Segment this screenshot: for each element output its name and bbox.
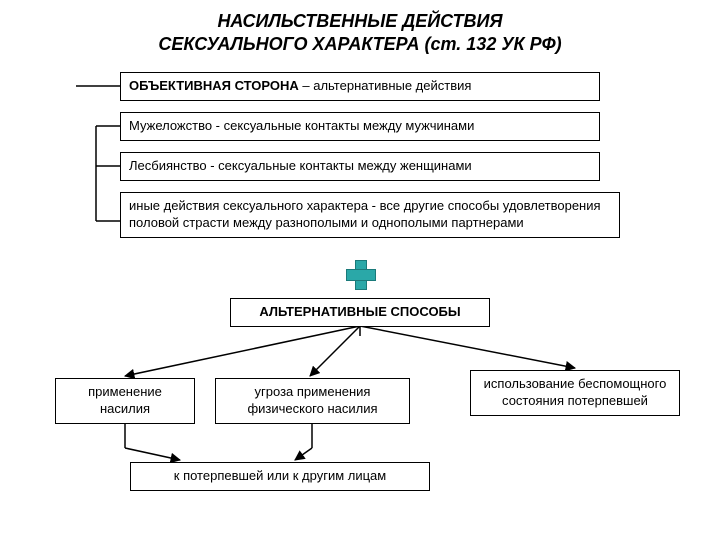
item1-text: Мужеложство - сексуальные контакты между… [129,118,474,133]
alt2-text: угроза применения физического насилия [247,384,377,416]
alt3-text: использование беспомощного состояния пот… [484,376,667,408]
item2-text: Лесбиянство - сексуальные контакты между… [129,158,472,173]
bottom-box: к потерпевшей или к другим лицам [130,462,430,491]
plus-icon [346,260,374,288]
bottom-text: к потерпевшей или к другим лицам [174,468,386,483]
alt-title-text: АЛЬТЕРНАТИВНЫЕ СПОСОБЫ [259,304,460,319]
objective-side-header: ОБЪЕКТИВНАЯ СТОРОНА – альтернативные дей… [120,72,600,101]
list-item-1: Мужеложство - сексуальные контакты между… [120,112,600,141]
alt-box-3: использование беспомощного состояния пот… [470,370,680,416]
list-item-3: иные действия сексуального характера - в… [120,192,620,238]
main-title: НАСИЛЬСТВЕННЫЕ ДЕЙСТВИЯ СЕКСУАЛЬНОГО ХАР… [0,0,720,63]
header-bold: ОБЪЕКТИВНАЯ СТОРОНА [129,78,299,93]
list-item-2: Лесбиянство - сексуальные контакты между… [120,152,600,181]
title-line-2: СЕКСУАЛЬНОГО ХАРАКТЕРА (ст. 132 УК РФ) [158,34,561,54]
item3-text: иные действия сексуального характера - в… [129,198,601,230]
alt1-text: применение насилия [88,384,162,416]
header-rest: – альтернативные действия [299,78,472,93]
alt-box-2: угроза применения физического насилия [215,378,410,424]
title-line-1: НАСИЛЬСТВЕННЫЕ ДЕЙСТВИЯ [217,11,502,31]
alt-box-1: применение насилия [55,378,195,424]
alternative-methods-title: АЛЬТЕРНАТИВНЫЕ СПОСОБЫ [230,298,490,327]
